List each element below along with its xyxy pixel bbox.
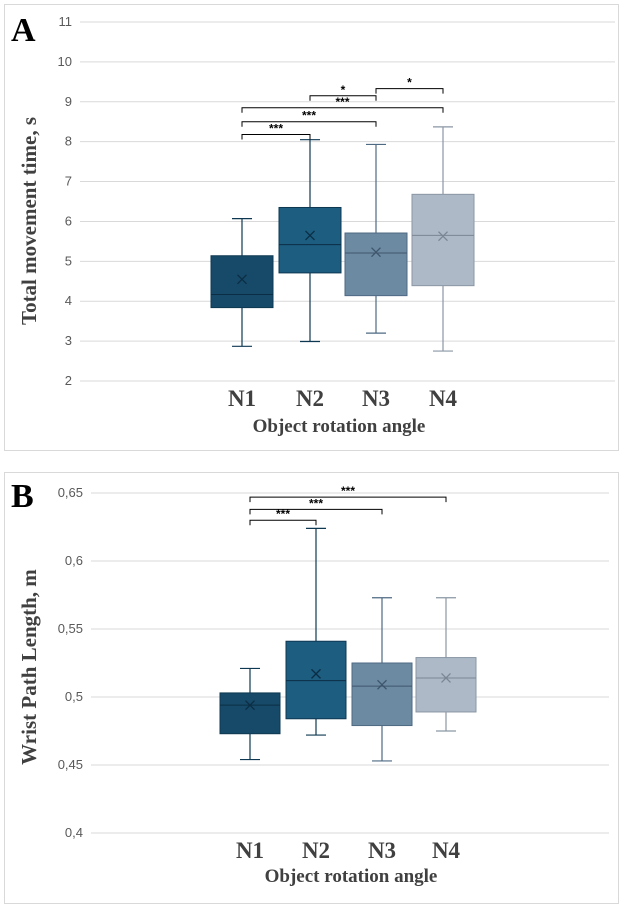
significance-label: *** <box>335 95 349 109</box>
y-tick-label: 0,5 <box>65 689 83 704</box>
panel-b: B Wrist Path Length, m Object rotation a… <box>4 472 619 904</box>
x-axis-label: Object rotation angle <box>253 416 426 437</box>
x-tick-label: N3 <box>362 386 390 411</box>
box-n2 <box>285 640 347 720</box>
mean-marker <box>438 231 448 242</box>
y-axis-label: Wrist Path Length, m <box>17 569 41 765</box>
x-tick-label: N2 <box>302 838 330 863</box>
x-tick-label: N3 <box>368 838 396 863</box>
x-tick-label: N4 <box>429 386 458 411</box>
mean-marker <box>377 679 387 690</box>
x-axis-label: Object rotation angle <box>265 866 438 887</box>
x-tick-label: N1 <box>236 838 264 863</box>
boxplot-chart-b: B Wrist Path Length, m Object rotation a… <box>11 478 609 887</box>
y-tick-label: 5 <box>65 253 72 268</box>
panel-letter: A <box>11 12 36 49</box>
y-tick-label: 9 <box>65 94 72 109</box>
significance-label: *** <box>276 507 290 521</box>
significance-label: *** <box>341 484 355 498</box>
significance-label: *** <box>302 109 316 123</box>
y-tick-label: 6 <box>65 213 72 228</box>
mean-marker <box>441 673 451 683</box>
significance-bracket <box>249 508 383 515</box>
significance-label: *** <box>309 496 323 510</box>
significance-bracket <box>249 519 317 526</box>
y-axis-label: Total movement time, s <box>17 117 41 325</box>
boxplot-chart-a: A Total movement time, s Object rotation… <box>11 12 615 437</box>
box-n1 <box>210 255 274 309</box>
y-tick-label: 3 <box>65 333 72 348</box>
y-tick-label: 0,6 <box>65 553 83 568</box>
box-n3 <box>351 662 413 727</box>
y-tick-label: 8 <box>65 134 72 149</box>
y-tick-label: 4 <box>65 293 72 308</box>
significance-bracket <box>241 107 444 113</box>
panel-letter: B <box>11 478 34 515</box>
significance-bracket <box>309 95 377 101</box>
panel-a: A Total movement time, s Object rotation… <box>4 4 619 451</box>
y-tick-label: 7 <box>65 174 72 189</box>
y-tick-label: 0,4 <box>65 825 83 840</box>
box-n3 <box>344 232 408 297</box>
significance-label: * <box>341 83 346 97</box>
mean-marker <box>305 230 315 241</box>
y-tick-label: 0,55 <box>58 621 83 636</box>
mean-marker <box>311 668 321 679</box>
y-tick-label: 10 <box>58 54 72 69</box>
x-tick-label: N4 <box>432 838 461 863</box>
y-tick-label: 0,45 <box>58 757 83 772</box>
box-n4 <box>411 193 475 287</box>
significance-bracket <box>241 133 311 140</box>
significance-label: *** <box>269 121 283 135</box>
significance-bracket <box>375 88 444 94</box>
box-n4 <box>415 657 477 713</box>
x-tick-label: N2 <box>296 386 324 411</box>
mean-marker <box>371 247 381 258</box>
significance-bracket <box>249 496 447 503</box>
y-tick-label: 0,65 <box>58 485 83 500</box>
box-n2 <box>278 206 342 274</box>
x-tick-label: N1 <box>228 386 256 411</box>
significance-bracket <box>241 121 377 127</box>
y-tick-label: 11 <box>59 14 73 29</box>
y-tick-label: 2 <box>65 373 72 388</box>
box-n1 <box>219 692 281 735</box>
significance-label: * <box>407 76 412 90</box>
mean-marker <box>245 700 255 711</box>
mean-marker <box>237 274 247 285</box>
